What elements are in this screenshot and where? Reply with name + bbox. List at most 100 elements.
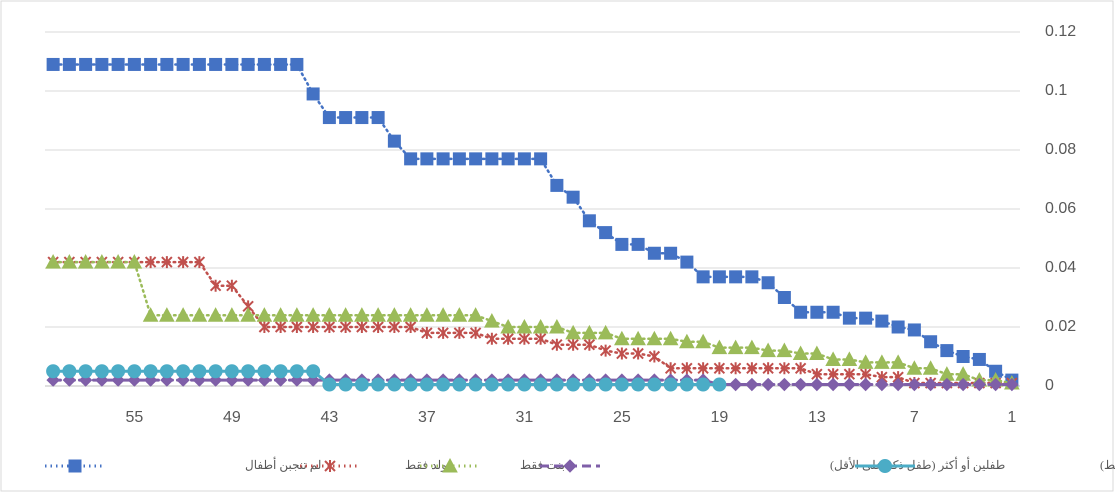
marker [241, 57, 255, 71]
marker [826, 305, 840, 319]
marker [419, 377, 434, 392]
marker [582, 214, 596, 228]
marker [793, 377, 808, 392]
marker [583, 338, 596, 351]
x-tick-label: 31 [515, 409, 533, 426]
marker [45, 254, 61, 269]
marker [338, 377, 353, 392]
marker [922, 360, 939, 375]
marker [664, 362, 677, 375]
x-tick-label: 7 [910, 409, 919, 426]
marker [388, 321, 401, 333]
marker [241, 364, 256, 379]
marker [256, 307, 273, 322]
marker [891, 377, 905, 392]
marker [777, 291, 791, 304]
marker [534, 152, 548, 166]
marker [142, 307, 159, 322]
marker [144, 57, 158, 71]
marker [777, 377, 792, 392]
marker [289, 307, 305, 322]
marker [159, 364, 174, 379]
marker [746, 362, 758, 375]
marker [339, 321, 352, 333]
marker [77, 254, 94, 269]
marker [291, 321, 303, 333]
marker [662, 330, 679, 346]
marker [175, 307, 191, 322]
marker [257, 364, 272, 379]
marker [274, 57, 288, 71]
legend-item: طفلين أو أكثر (طفل ذكر على الأقل) [540, 457, 1005, 473]
marker [159, 307, 175, 322]
marker [322, 111, 336, 125]
marker [225, 57, 239, 71]
marker [729, 270, 743, 284]
marker [273, 364, 288, 379]
marker [307, 321, 319, 333]
marker [744, 339, 760, 355]
marker [647, 377, 662, 392]
marker [355, 111, 369, 125]
marker [614, 330, 630, 346]
marker [809, 345, 825, 361]
marker [371, 111, 385, 125]
marker [144, 256, 157, 269]
marker [745, 377, 759, 392]
marker [386, 307, 403, 322]
marker [354, 377, 369, 392]
marker [549, 318, 565, 334]
marker [436, 152, 450, 166]
marker [841, 351, 858, 366]
marker [402, 307, 419, 322]
marker [794, 305, 808, 319]
marker [484, 313, 500, 328]
marker [859, 311, 873, 325]
marker [565, 324, 581, 340]
marker [209, 279, 222, 292]
marker [826, 377, 840, 392]
marker [858, 377, 873, 392]
marker [306, 364, 321, 379]
marker [95, 57, 109, 71]
marker [403, 377, 418, 392]
marker [972, 352, 986, 366]
marker [468, 377, 483, 392]
marker [61, 254, 78, 269]
marker [516, 318, 533, 334]
marker [467, 307, 484, 322]
marker [842, 311, 856, 325]
marker [517, 152, 531, 166]
marker [143, 364, 158, 379]
marker [549, 377, 564, 392]
marker [597, 324, 614, 340]
marker [484, 377, 499, 392]
marker [956, 377, 970, 392]
marker [258, 321, 271, 333]
marker [534, 332, 547, 345]
marker [551, 338, 563, 351]
marker [289, 364, 304, 379]
marker [760, 342, 776, 358]
marker [648, 350, 661, 363]
marker [632, 347, 644, 360]
marker [956, 350, 970, 363]
marker [761, 276, 775, 290]
marker [370, 307, 386, 322]
marker [372, 321, 384, 333]
marker [533, 377, 548, 392]
marker [354, 307, 370, 322]
marker [240, 307, 256, 322]
marker [647, 246, 661, 260]
marker [94, 364, 109, 379]
marker [728, 377, 743, 392]
marker [437, 326, 449, 339]
marker [209, 57, 223, 71]
marker [127, 57, 141, 71]
marker [469, 152, 483, 166]
y-tick-label: 0.08 [1045, 141, 1076, 158]
marker [711, 339, 728, 355]
marker [502, 332, 514, 345]
marker [762, 362, 774, 375]
